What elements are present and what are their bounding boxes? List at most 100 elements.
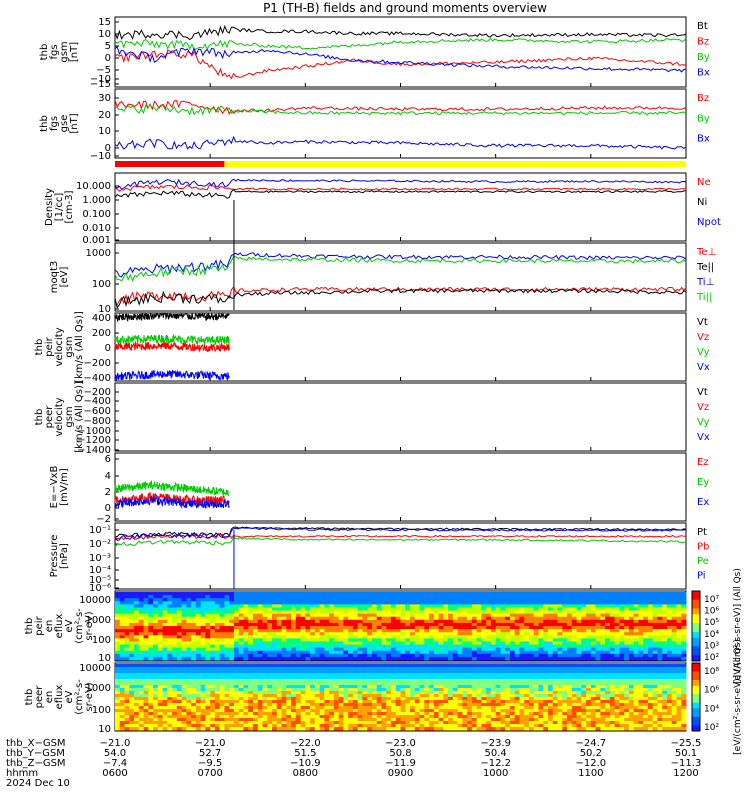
y-tick-label: 10000 [79,595,111,606]
spectrogram-cell [505,727,511,731]
spectrogram-cell [681,653,687,658]
spectrogram-cell [252,616,259,621]
spectrogram-cell [362,673,368,677]
y-tick-label: 0.001 [82,235,111,246]
spectrogram-cell [348,632,354,636]
spectrogram-cell [433,638,440,642]
spectrogram-cell [590,629,597,633]
spectrogram-cell [552,607,559,612]
spectrogram-cell [486,656,492,661]
spectrogram-cell [134,691,140,695]
spectrogram-cell [443,644,449,649]
spectrogram-cell [329,644,335,649]
spectrogram-cell [200,613,206,618]
spectrogram-cell [348,670,354,674]
spectrogram-cell [219,656,225,661]
spectrogram-cell [571,629,578,633]
spectrogram-cell [167,715,173,719]
spectrogram-cell [291,610,297,615]
spectrogram-cell [386,604,392,608]
spectrogram-cell [509,682,516,686]
spectrogram-cell [367,718,373,722]
spectrogram-cell [291,724,297,728]
spectrogram-cell [429,635,435,639]
spectrogram-cell [486,613,492,618]
spectrogram-cell [438,610,444,615]
spectrogram-cell [238,635,244,639]
spectrogram-cell [300,724,306,728]
spectrogram-cell [343,679,349,683]
spectrogram-cell [524,718,530,722]
spectrogram-cell [548,656,554,661]
spectrogram-cell [343,653,349,658]
spectrogram-cell [624,607,630,612]
y-tick-label: −200 [84,387,111,398]
spectrogram-cell [172,718,178,722]
spectrogram-cell [348,724,354,728]
spectrogram-cell [509,667,516,671]
spectrogram-cell [357,632,363,636]
spectrogram-cell [471,638,478,642]
legend-ti: Ti⊥ [696,277,714,288]
y-axis-label: E=−VxB [49,466,60,509]
spectrogram-cell [252,706,259,710]
spectrogram-cell [310,697,316,701]
spectrogram-cell [619,595,625,599]
spectrogram-cell [210,598,216,602]
spectrogram-cell [633,622,639,627]
spectrogram-cell [405,676,411,680]
spectrogram-cell [314,626,321,630]
spectrogram-cell [195,685,202,689]
spectrogram-cell [381,644,387,649]
spectrogram-cell [362,712,368,716]
spectrogram-cell [300,670,306,674]
spectrogram-cell [362,610,368,615]
spectrogram-cell [681,632,687,636]
spectrogram-cell [310,676,316,680]
spectrogram-cell [467,604,473,608]
spectrogram-cell [548,616,554,621]
spectrogram-cell [195,703,202,707]
legend-vz: Vz [697,332,709,343]
spectrogram-cell [429,691,435,695]
spectrogram-cell [362,709,368,713]
spectrogram-cell [562,616,568,621]
spectrogram-cell [467,644,473,649]
spectrogram-cell [590,592,597,596]
spectrogram-cell [181,691,187,695]
spectrogram-cell [129,644,135,649]
spectrogram-cell [619,629,625,633]
spectrogram-cell [486,601,492,605]
spectrogram-cell [414,653,421,658]
spectrogram-cell [176,724,183,728]
spectrogram-cell [195,653,202,658]
spectrogram-cell [119,715,126,719]
spectrogram-cell [571,626,578,630]
spectrogram-cell [533,685,539,689]
spectrogram-cell [481,676,487,680]
spectrogram-cell [476,629,482,633]
spectrogram-cell [519,641,525,646]
spectrogram-cell [524,592,530,596]
spectrogram-cell [138,679,145,683]
spectrogram-cell [267,685,273,689]
spectrogram-cell [233,641,240,646]
spectrogram-cell [509,601,516,605]
spectrogram-cell [186,656,192,661]
spectrogram-cell [243,616,249,621]
spectrogram-cell [186,673,192,677]
spectrogram-cell [348,644,354,649]
spectrogram-cell [305,656,311,661]
spectrogram-cell [500,700,506,704]
spectrogram-cell [410,670,416,674]
y-axis-label: [cm-3] [64,190,75,223]
spectrogram-cell [414,670,421,674]
spectrogram-cell [367,604,373,608]
spectrogram-cell [548,607,554,612]
spectrogram-cell [395,664,401,668]
spectrogram-cell [143,676,149,680]
spectrogram-cell [191,679,197,683]
spectrogram-cell [267,682,273,686]
spectrogram-cell [681,622,687,627]
spectrogram-cell [281,635,287,639]
